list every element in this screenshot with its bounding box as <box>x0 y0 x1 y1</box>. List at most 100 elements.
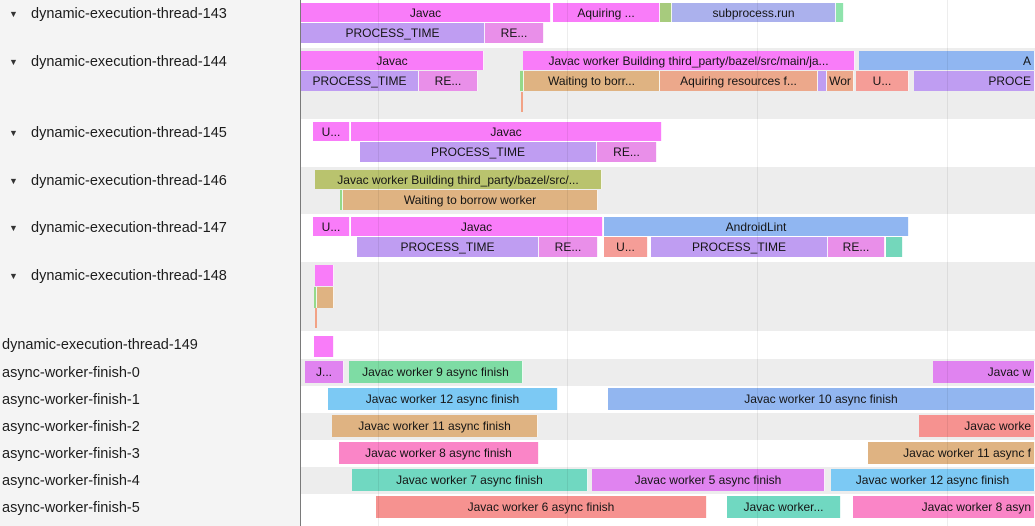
timeline-slice[interactable]: PROCE <box>914 71 1035 91</box>
timeline-slice[interactable] <box>836 3 844 22</box>
timeline-canvas[interactable]: Javac Aquiring ... subprocess.run PROCESS_T… <box>301 0 1035 526</box>
instant-marker[interactable] <box>521 92 523 112</box>
timeline-slice[interactable]: Javac worker 6 async finish <box>376 496 707 518</box>
timeline-slice[interactable]: Javac worker 8 async finish <box>339 442 539 464</box>
track-header[interactable]: ▼ dynamic-execution-thread-144 <box>0 48 300 119</box>
timeline-slice[interactable]: U... <box>604 237 648 257</box>
track-name: async-worker-finish-3 <box>2 446 140 462</box>
track-name-panel: ▼ dynamic-execution-thread-143 ▼ dynamic-ex… <box>0 0 300 526</box>
timeline-slice[interactable]: Javac worker 12 async finish <box>328 388 558 410</box>
timeline-slice[interactable]: Javac worker 5 async finish <box>592 469 825 491</box>
track-header[interactable]: async-worker-finish-1 <box>0 386 300 413</box>
timeline-slice[interactable]: Waiting to borr... <box>524 71 660 91</box>
timeline-slice[interactable]: PROCESS_TIME <box>301 71 419 91</box>
collapse-arrow-icon[interactable]: ▼ <box>9 128 18 138</box>
track-header[interactable]: async-worker-finish-3 <box>0 440 300 467</box>
timeline-slice[interactable]: Wor <box>827 71 854 91</box>
gridline <box>567 0 568 526</box>
track-header[interactable]: ▼ dynamic-execution-thread-143 <box>0 0 300 48</box>
timeline-slice[interactable]: Javac worker Building third_party/bazel/… <box>523 51 855 70</box>
track-header[interactable]: ▼ dynamic-execution-thread-146 <box>0 167 300 214</box>
timeline-slice[interactable]: Javac worker 11 async finish <box>332 415 538 437</box>
timeline-slice[interactable]: J... <box>305 361 344 383</box>
collapse-arrow-icon[interactable]: ▼ <box>9 271 18 281</box>
track-name: dynamic-execution-thread-143 <box>31 6 227 22</box>
track-name: async-worker-finish-4 <box>2 473 140 489</box>
timeline-slice[interactable] <box>317 287 334 308</box>
timeline-slice[interactable]: Javac <box>351 217 603 236</box>
timeline-slice[interactable]: Javac worker 12 async finish <box>831 469 1035 491</box>
track-name: dynamic-execution-thread-148 <box>31 268 227 284</box>
track-header[interactable]: async-worker-finish-2 <box>0 413 300 440</box>
timeline-slice[interactable]: RE... <box>419 71 478 91</box>
timeline-slice[interactable]: U... <box>313 217 350 236</box>
track-name: dynamic-execution-thread-144 <box>31 54 227 70</box>
timeline-slice[interactable]: RE... <box>828 237 885 257</box>
track-row: Javac worker 12 async finish Javac worker… <box>301 386 1035 413</box>
timeline-slice[interactable]: PROCESS_TIME <box>301 23 485 43</box>
timeline-slice[interactable]: PROCESS_TIME <box>360 142 597 162</box>
track-row <box>301 331 1035 359</box>
gridline <box>757 0 758 526</box>
track-row: U... Javac AndroidLint PROCESS_TIME RE... U..… <box>301 214 1035 262</box>
track-row: J... Javac worker 9 async finish Javac w <box>301 359 1035 386</box>
timeline-slice[interactable]: Javac <box>351 122 662 141</box>
timeline-slice[interactable]: Waiting to borrow worker <box>343 190 598 210</box>
track-header[interactable]: ▼ dynamic-execution-thread-147 <box>0 214 300 262</box>
track-row: U... Javac PROCESS_TIME RE... <box>301 119 1035 167</box>
timeline-slice[interactable] <box>886 237 903 257</box>
collapse-arrow-icon[interactable]: ▼ <box>9 9 18 19</box>
timeline-slice[interactable] <box>660 3 672 22</box>
track-header[interactable]: ▼ dynamic-execution-thread-148 <box>0 262 300 331</box>
timeline-slice[interactable] <box>818 71 827 91</box>
timeline-slice[interactable]: PROCESS_TIME <box>651 237 828 257</box>
timeline-slice[interactable]: Javac <box>301 3 551 22</box>
timeline-slice[interactable] <box>340 190 343 210</box>
track-row: Javac worker Building third_party/bazel/… <box>301 167 1035 214</box>
timeline-slice[interactable]: PROCESS_TIME <box>357 237 539 257</box>
timeline-slice[interactable]: Javac w <box>933 361 1035 383</box>
track-name: async-worker-finish-1 <box>2 392 140 408</box>
timeline-slice[interactable]: Javac worke <box>919 415 1035 437</box>
timeline-slice[interactable] <box>520 71 524 91</box>
timeline-slice[interactable]: subprocess.run <box>672 3 836 22</box>
timeline-slice[interactable]: RE... <box>597 142 657 162</box>
track-header[interactable]: async-worker-finish-5 <box>0 494 300 521</box>
track-header[interactable]: async-worker-finish-4 <box>0 467 300 494</box>
track-row: Javac worker 6 async finish Javac worker.… <box>301 494 1035 521</box>
gridline <box>947 0 948 526</box>
timeline-slice[interactable] <box>314 336 334 357</box>
timeline-slice[interactable]: Javac <box>301 51 484 70</box>
track-name: async-worker-finish-5 <box>2 500 140 516</box>
timeline-slice[interactable]: Javac worker 10 async finish <box>608 388 1035 410</box>
timeline-slice[interactable]: Javac worker 11 async f <box>868 442 1035 464</box>
track-header[interactable]: dynamic-execution-thread-149 <box>0 331 300 359</box>
track-name: dynamic-execution-thread-146 <box>31 173 227 189</box>
collapse-arrow-icon[interactable]: ▼ <box>9 176 18 186</box>
timeline-slice[interactable]: U... <box>856 71 909 91</box>
timeline-slice[interactable]: Aquiring ... <box>553 3 660 22</box>
timeline-slice[interactable]: Javac worker 9 async finish <box>349 361 523 383</box>
panel-divider[interactable] <box>300 0 301 526</box>
timeline-slice[interactable]: Javac worker... <box>727 496 841 518</box>
timeline-slice[interactable]: RE... <box>539 237 598 257</box>
track-row: Javac worker 7 async finish Javac worker … <box>301 467 1035 494</box>
track-header[interactable]: ▼ dynamic-execution-thread-145 <box>0 119 300 167</box>
timeline-slice[interactable]: Javac worker Building third_party/bazel/… <box>315 170 602 189</box>
timeline-slice[interactable]: Javac worker 7 async finish <box>352 469 588 491</box>
collapse-arrow-icon[interactable]: ▼ <box>9 223 18 233</box>
collapse-arrow-icon[interactable]: ▼ <box>9 57 18 67</box>
timeline-slice[interactable]: RE... <box>485 23 544 43</box>
timeline-slice[interactable]: AndroidLint <box>604 217 909 236</box>
track-name: dynamic-execution-thread-149 <box>2 337 198 353</box>
timeline-slice[interactable] <box>314 287 317 308</box>
track-name: dynamic-execution-thread-145 <box>31 125 227 141</box>
timeline-slice[interactable]: Javac worker 8 asyn <box>853 496 1035 518</box>
track-header[interactable]: async-worker-finish-0 <box>0 359 300 386</box>
timeline-slice[interactable]: Aquiring resources f... <box>660 71 818 91</box>
timeline-slice[interactable] <box>315 265 334 286</box>
track-row: Javac worker 8 async finish Javac worker … <box>301 440 1035 467</box>
instant-marker[interactable] <box>315 308 317 328</box>
timeline-slice[interactable]: U... <box>313 122 350 141</box>
